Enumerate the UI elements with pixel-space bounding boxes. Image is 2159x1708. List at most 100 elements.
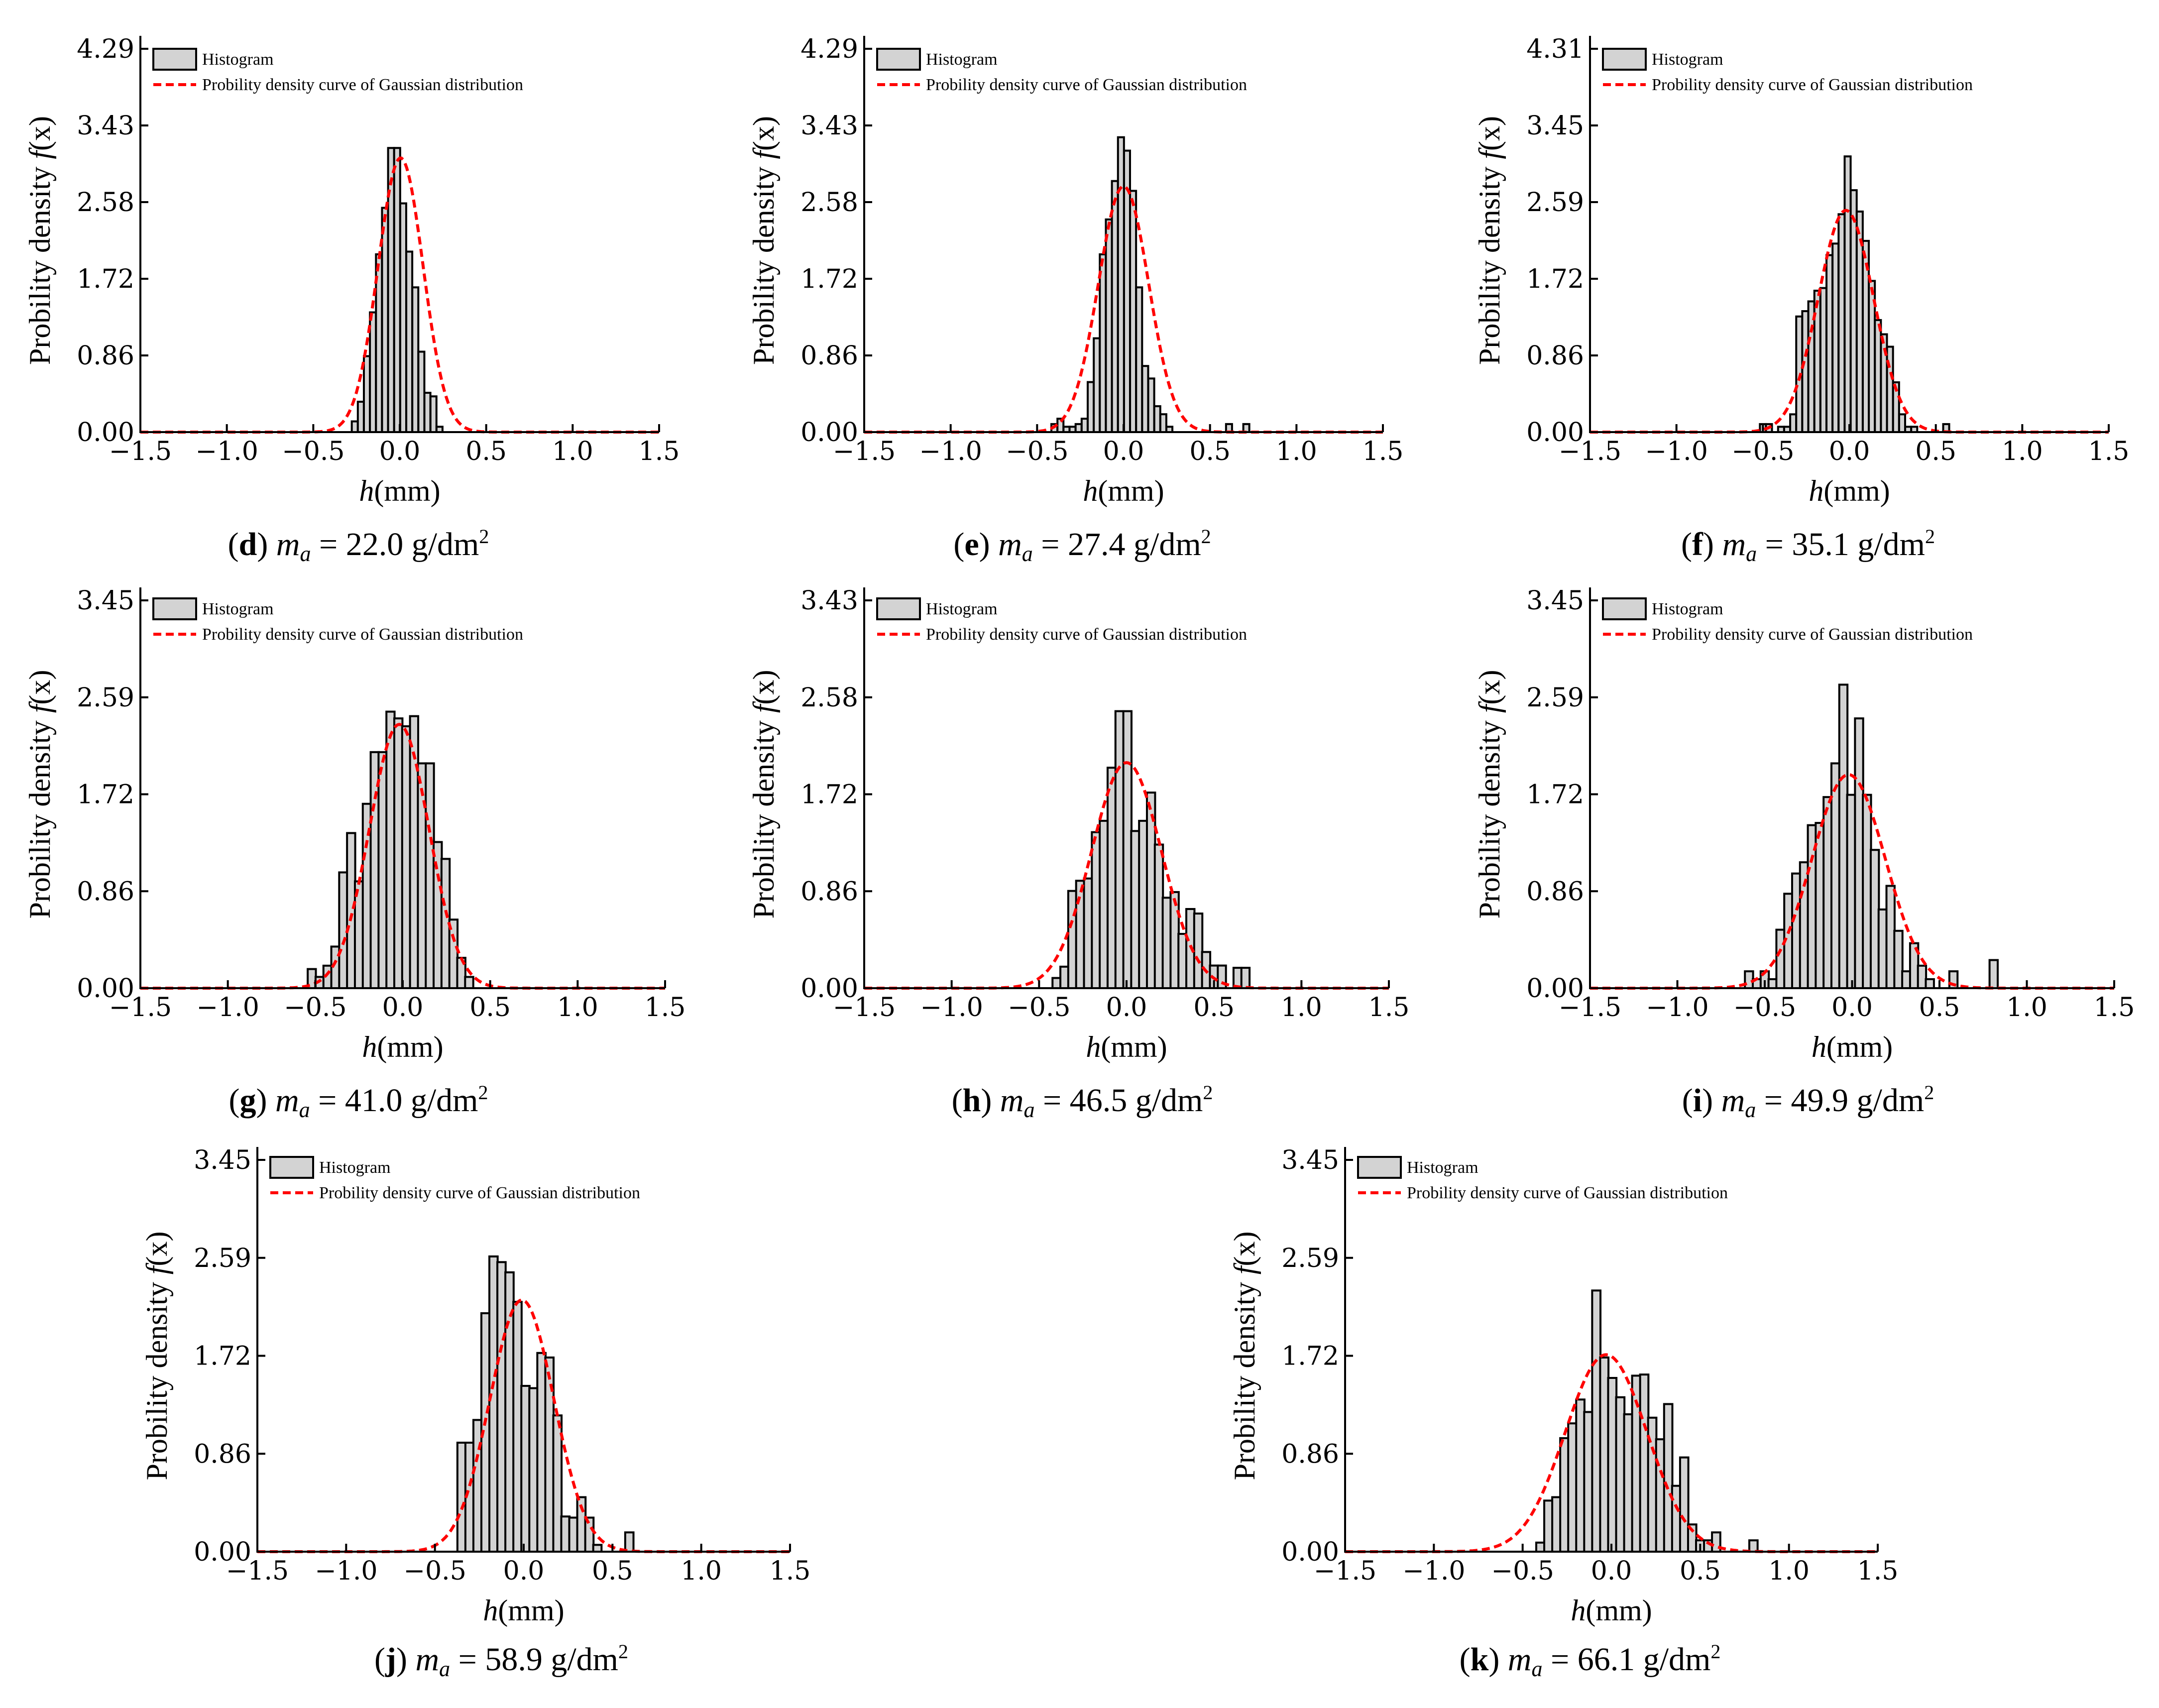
y-tick-label: 0.86	[800, 877, 858, 907]
x-tick-label: 1.5	[639, 437, 680, 466]
x-tick-label: 0.0	[1829, 437, 1870, 466]
histogram-bar	[464, 976, 474, 989]
x-axis-title: h(mm)	[359, 474, 440, 507]
y-axis-title: Probility density f(x)	[1473, 116, 1506, 365]
legend-histogram-label: Histogram	[1652, 50, 1723, 69]
x-tick-label: 1.0	[1281, 993, 1322, 1023]
y-tick-label: 0.86	[1526, 341, 1584, 371]
x-tick-label: −1.5	[833, 993, 896, 1023]
y-tick-label: 2.59	[194, 1244, 251, 1273]
x-tick-label: 0.0	[503, 1556, 545, 1586]
x-axis-title: h(mm)	[1083, 474, 1164, 507]
legend-histogram-label: Histogram	[319, 1158, 391, 1177]
panel-caption: (g) ma = 41.0 g/dm2	[228, 1081, 488, 1122]
panel-caption: (i) ma = 49.9 g/dm2	[1682, 1081, 1934, 1122]
panel-caption: (j) ma = 58.9 g/dm2	[374, 1640, 628, 1681]
gaussian-curve	[140, 156, 659, 434]
y-tick-label: 0.00	[1526, 418, 1584, 448]
y-tick-label: 0.00	[1281, 1537, 1339, 1567]
legend: Histogram Probility density curve of Gaus…	[876, 597, 1247, 644]
x-tick-label: −1.0	[920, 993, 983, 1023]
x-tick-label: 0.5	[465, 437, 507, 466]
y-tick-label: 1.72	[800, 780, 858, 810]
y-tick-label: 3.43	[800, 111, 858, 141]
panel-caption: (e) ma = 27.4 g/dm2	[953, 525, 1211, 566]
x-tick-label: −1.5	[109, 437, 172, 466]
x-tick-label: 1.5	[2088, 437, 2130, 466]
panel-caption: (d) ma = 22.0 g/dm2	[228, 525, 489, 566]
x-tick-label: −0.5	[282, 437, 344, 466]
legend-histogram-label: Histogram	[1652, 600, 1723, 618]
legend-histogram-swatch	[876, 597, 921, 620]
y-tick-label: 0.86	[1526, 877, 1584, 907]
x-tick-label: 0.5	[1193, 993, 1235, 1023]
y-tick-label: 1.72	[1281, 1342, 1339, 1371]
legend-histogram-swatch	[876, 48, 921, 71]
legend-histogram-swatch	[269, 1156, 314, 1179]
x-tick-label: −1.0	[919, 437, 982, 466]
x-tick-label: 0.0	[1106, 993, 1147, 1023]
legend-curve-label: Probility density curve of Gaussian dist…	[319, 1184, 640, 1202]
x-axis-title: h(mm)	[1571, 1594, 1652, 1627]
x-tick-label: 1.5	[1368, 993, 1410, 1023]
legend: Histogram Probility density curve of Gaus…	[269, 1156, 640, 1202]
histogram-bar	[1240, 967, 1251, 989]
y-tick-label: 0.00	[800, 974, 858, 1004]
y-tick-label: 1.72	[77, 780, 134, 810]
y-tick-label: 1.72	[1526, 780, 1584, 810]
x-tick-label: −0.5	[1491, 1556, 1554, 1586]
x-tick-label: −0.5	[404, 1556, 466, 1586]
y-tick-label: 4.31	[1526, 34, 1584, 64]
legend-histogram-swatch	[1602, 597, 1647, 620]
y-axis-title: Probility density f(x)	[747, 670, 780, 919]
x-tick-label: −1.0	[1645, 437, 1708, 466]
x-tick-label: −1.0	[315, 1556, 377, 1586]
chart-panel-g: −1.5 −1.0 −0.5 0.0 0.5 1.0 1.5 0.00 0.86 1.72 2.59…	[23, 586, 685, 1122]
x-tick-label: 0.5	[1915, 437, 1956, 466]
x-axis-title: h(mm)	[1812, 1030, 1893, 1063]
y-tick-label: 2.58	[800, 188, 858, 218]
y-tick-label: 0.86	[194, 1439, 251, 1469]
x-tick-label: 0.5	[469, 993, 511, 1023]
y-tick-label: 2.59	[1526, 683, 1584, 713]
histogram-bar	[624, 1531, 635, 1553]
x-tick-label: −1.5	[1559, 993, 1621, 1023]
legend-histogram-label: Histogram	[202, 50, 274, 69]
x-tick-label: −1.5	[833, 437, 896, 466]
chart-panel-i: −1.5 −1.0 −0.5 0.0 0.5 1.0 1.5 0.00 0.86 1.72 2.59…	[1473, 586, 2135, 1122]
panel-caption: (h) ma = 46.5 g/dm2	[952, 1081, 1213, 1122]
x-tick-label: 0.5	[592, 1556, 633, 1586]
x-tick-label: −1.5	[109, 993, 172, 1023]
y-tick-label: 3.43	[77, 111, 134, 141]
histogram-bar	[1988, 959, 1999, 990]
y-tick-label: 0.00	[1526, 974, 1584, 1004]
y-tick-label: 4.29	[800, 34, 858, 64]
legend-histogram-swatch	[1357, 1156, 1402, 1179]
x-tick-label: −1.5	[1559, 437, 1621, 466]
y-tick-label: 3.45	[1526, 111, 1584, 141]
y-tick-label: 2.59	[77, 683, 134, 713]
x-tick-label: 0.5	[1189, 437, 1231, 466]
x-tick-label: 1.5	[1857, 1556, 1899, 1586]
panel-caption: (k) ma = 66.1 g/dm2	[1460, 1640, 1721, 1681]
y-axis-title: Probility density f(x)	[140, 1232, 173, 1480]
legend-histogram-swatch	[1602, 48, 1647, 71]
legend: Histogram Probility density curve of Gaus…	[876, 48, 1247, 94]
chart-panel-j: −1.5 −1.0 −0.5 0.0 0.5 1.0 1.5 0.00 0.86 1.72 2.59…	[140, 1145, 810, 1681]
y-axis-title: Probility density f(x)	[1228, 1232, 1261, 1480]
x-tick-label: 0.0	[1103, 437, 1144, 466]
legend: Histogram Probility density curve of Gaus…	[1602, 597, 1973, 644]
y-tick-label: 3.45	[1526, 586, 1584, 616]
y-tick-label: 3.45	[194, 1145, 251, 1175]
y-tick-label: 0.00	[800, 418, 858, 448]
y-tick-label: 0.00	[77, 418, 134, 448]
y-tick-label: 0.00	[77, 974, 134, 1004]
x-tick-label: 1.5	[2094, 993, 2135, 1023]
y-axis-title: Probility density f(x)	[1473, 670, 1506, 919]
legend-histogram-swatch	[152, 597, 197, 620]
legend-curve-label: Probility density curve of Gaussian dist…	[1407, 1184, 1728, 1202]
legend-curve-label: Probility density curve of Gaussian dist…	[1652, 76, 1973, 94]
legend-histogram-label: Histogram	[1407, 1158, 1478, 1177]
y-tick-label: 1.72	[194, 1342, 251, 1371]
